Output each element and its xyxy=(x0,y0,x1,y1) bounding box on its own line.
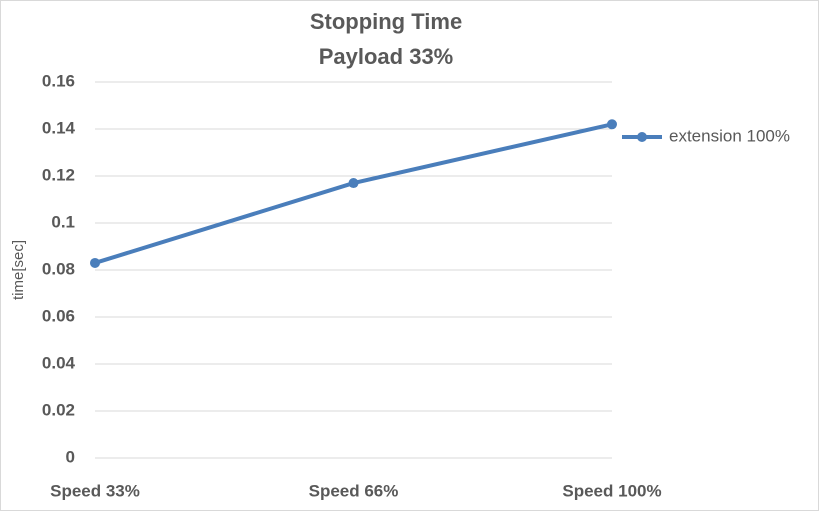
legend-label: extension 100% xyxy=(669,126,790,145)
y-tick-label: 0.14 xyxy=(42,118,76,137)
y-tick-label: 0.1 xyxy=(51,212,75,231)
y-tick-label: 0.02 xyxy=(42,400,75,419)
y-tick-label: 0.12 xyxy=(42,165,75,184)
legend-marker xyxy=(637,132,647,142)
y-tick-label: 0.16 xyxy=(42,71,75,90)
data-point xyxy=(90,257,100,268)
chart-title: Stopping Time xyxy=(310,9,462,34)
y-tick-label: 0.08 xyxy=(42,259,75,278)
y-tick-label: 0.06 xyxy=(42,306,75,325)
y-tick-label: 0 xyxy=(66,447,75,466)
chart-subtitle: Payload 33% xyxy=(319,44,454,69)
y-tick-label: 0.04 xyxy=(42,353,76,372)
x-tick-label: Speed 33% xyxy=(50,481,140,500)
x-tick-label: Speed 66% xyxy=(309,481,399,500)
data-point xyxy=(607,119,617,130)
data-point xyxy=(348,178,359,189)
x-tick-label: Speed 100% xyxy=(562,481,661,500)
y-axis-label: time[sec] xyxy=(10,240,27,300)
